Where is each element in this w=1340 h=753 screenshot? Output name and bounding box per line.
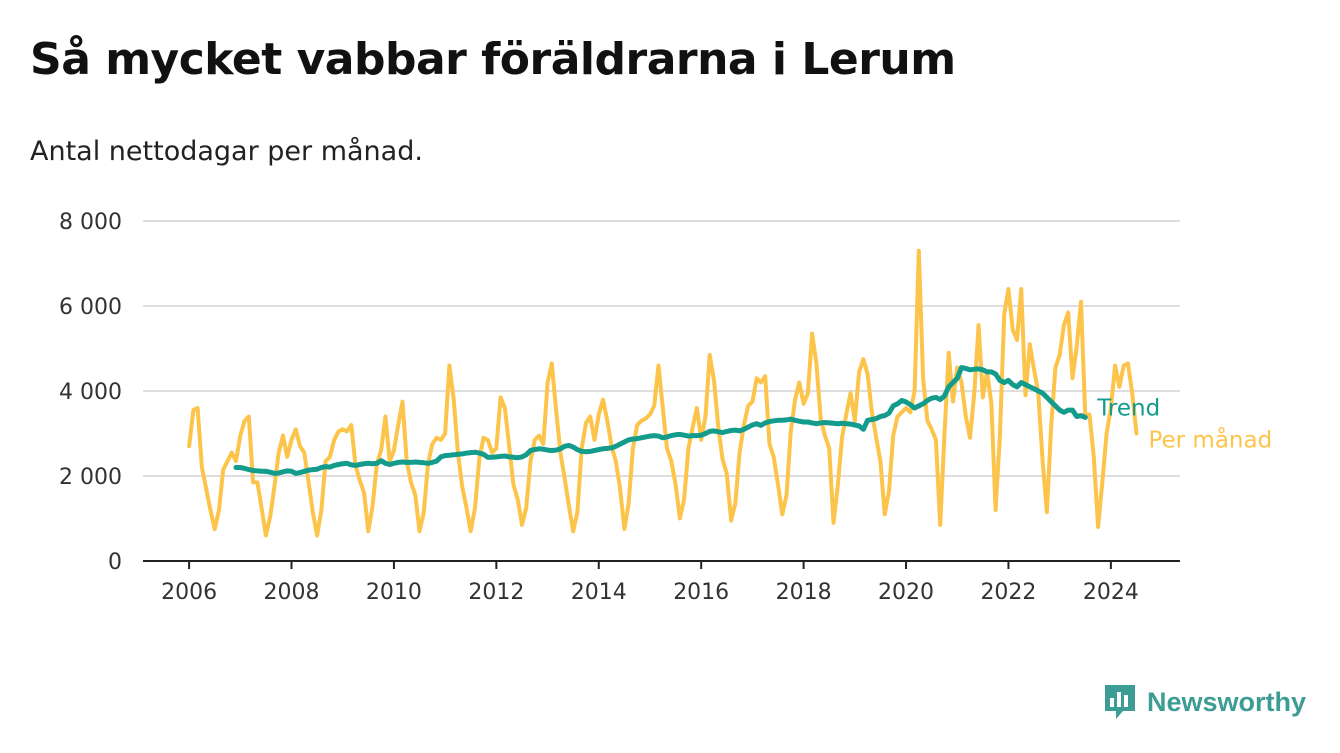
series-line-trend [233,365,1088,476]
brand-name: Newsworthy [1147,686,1307,717]
x-tick-label: 2010 [366,580,422,605]
x-tick-label: 2020 [878,580,934,605]
x-tick-label: 2014 [571,580,627,605]
x-tick-label: 2012 [468,580,524,605]
y-tick-label: 4 000 [59,380,122,405]
chart-title: Så mycket vabbar föräldrarna i Lerum [30,34,956,85]
y-tick-label: 6 000 [59,295,122,320]
y-axis-ticks: 0 2 000 4 000 6 000 8 000 [59,210,122,575]
chart-subtitle: Antal nettodagar per månad. [30,136,423,167]
x-tick-label: 2024 [1083,580,1139,605]
x-tick-label: 2006 [161,580,217,605]
series-label-per-manad: Per månad [1148,426,1272,454]
x-tick-label: 2022 [980,580,1036,605]
bar-chart-icon [1105,685,1135,719]
series-lines [187,248,1139,538]
x-axis-ticks: 2006 2008 2010 2012 2014 2016 2018 2020 2022 2024 [161,561,1139,605]
newsworthy-logo: Newsworthy [1103,682,1306,722]
x-tick-label: 2018 [776,580,832,605]
y-tick-label: 2 000 [59,465,122,490]
series-labels: Per månad Trend [1096,395,1272,453]
x-tick-label: 2008 [264,580,320,605]
x-tick-label: 2016 [673,580,729,605]
y-tick-label: 8 000 [59,210,122,235]
series-label-trend: Trend [1096,395,1160,421]
series-line-per-manad [187,248,1139,538]
y-tick-label: 0 [108,550,122,575]
